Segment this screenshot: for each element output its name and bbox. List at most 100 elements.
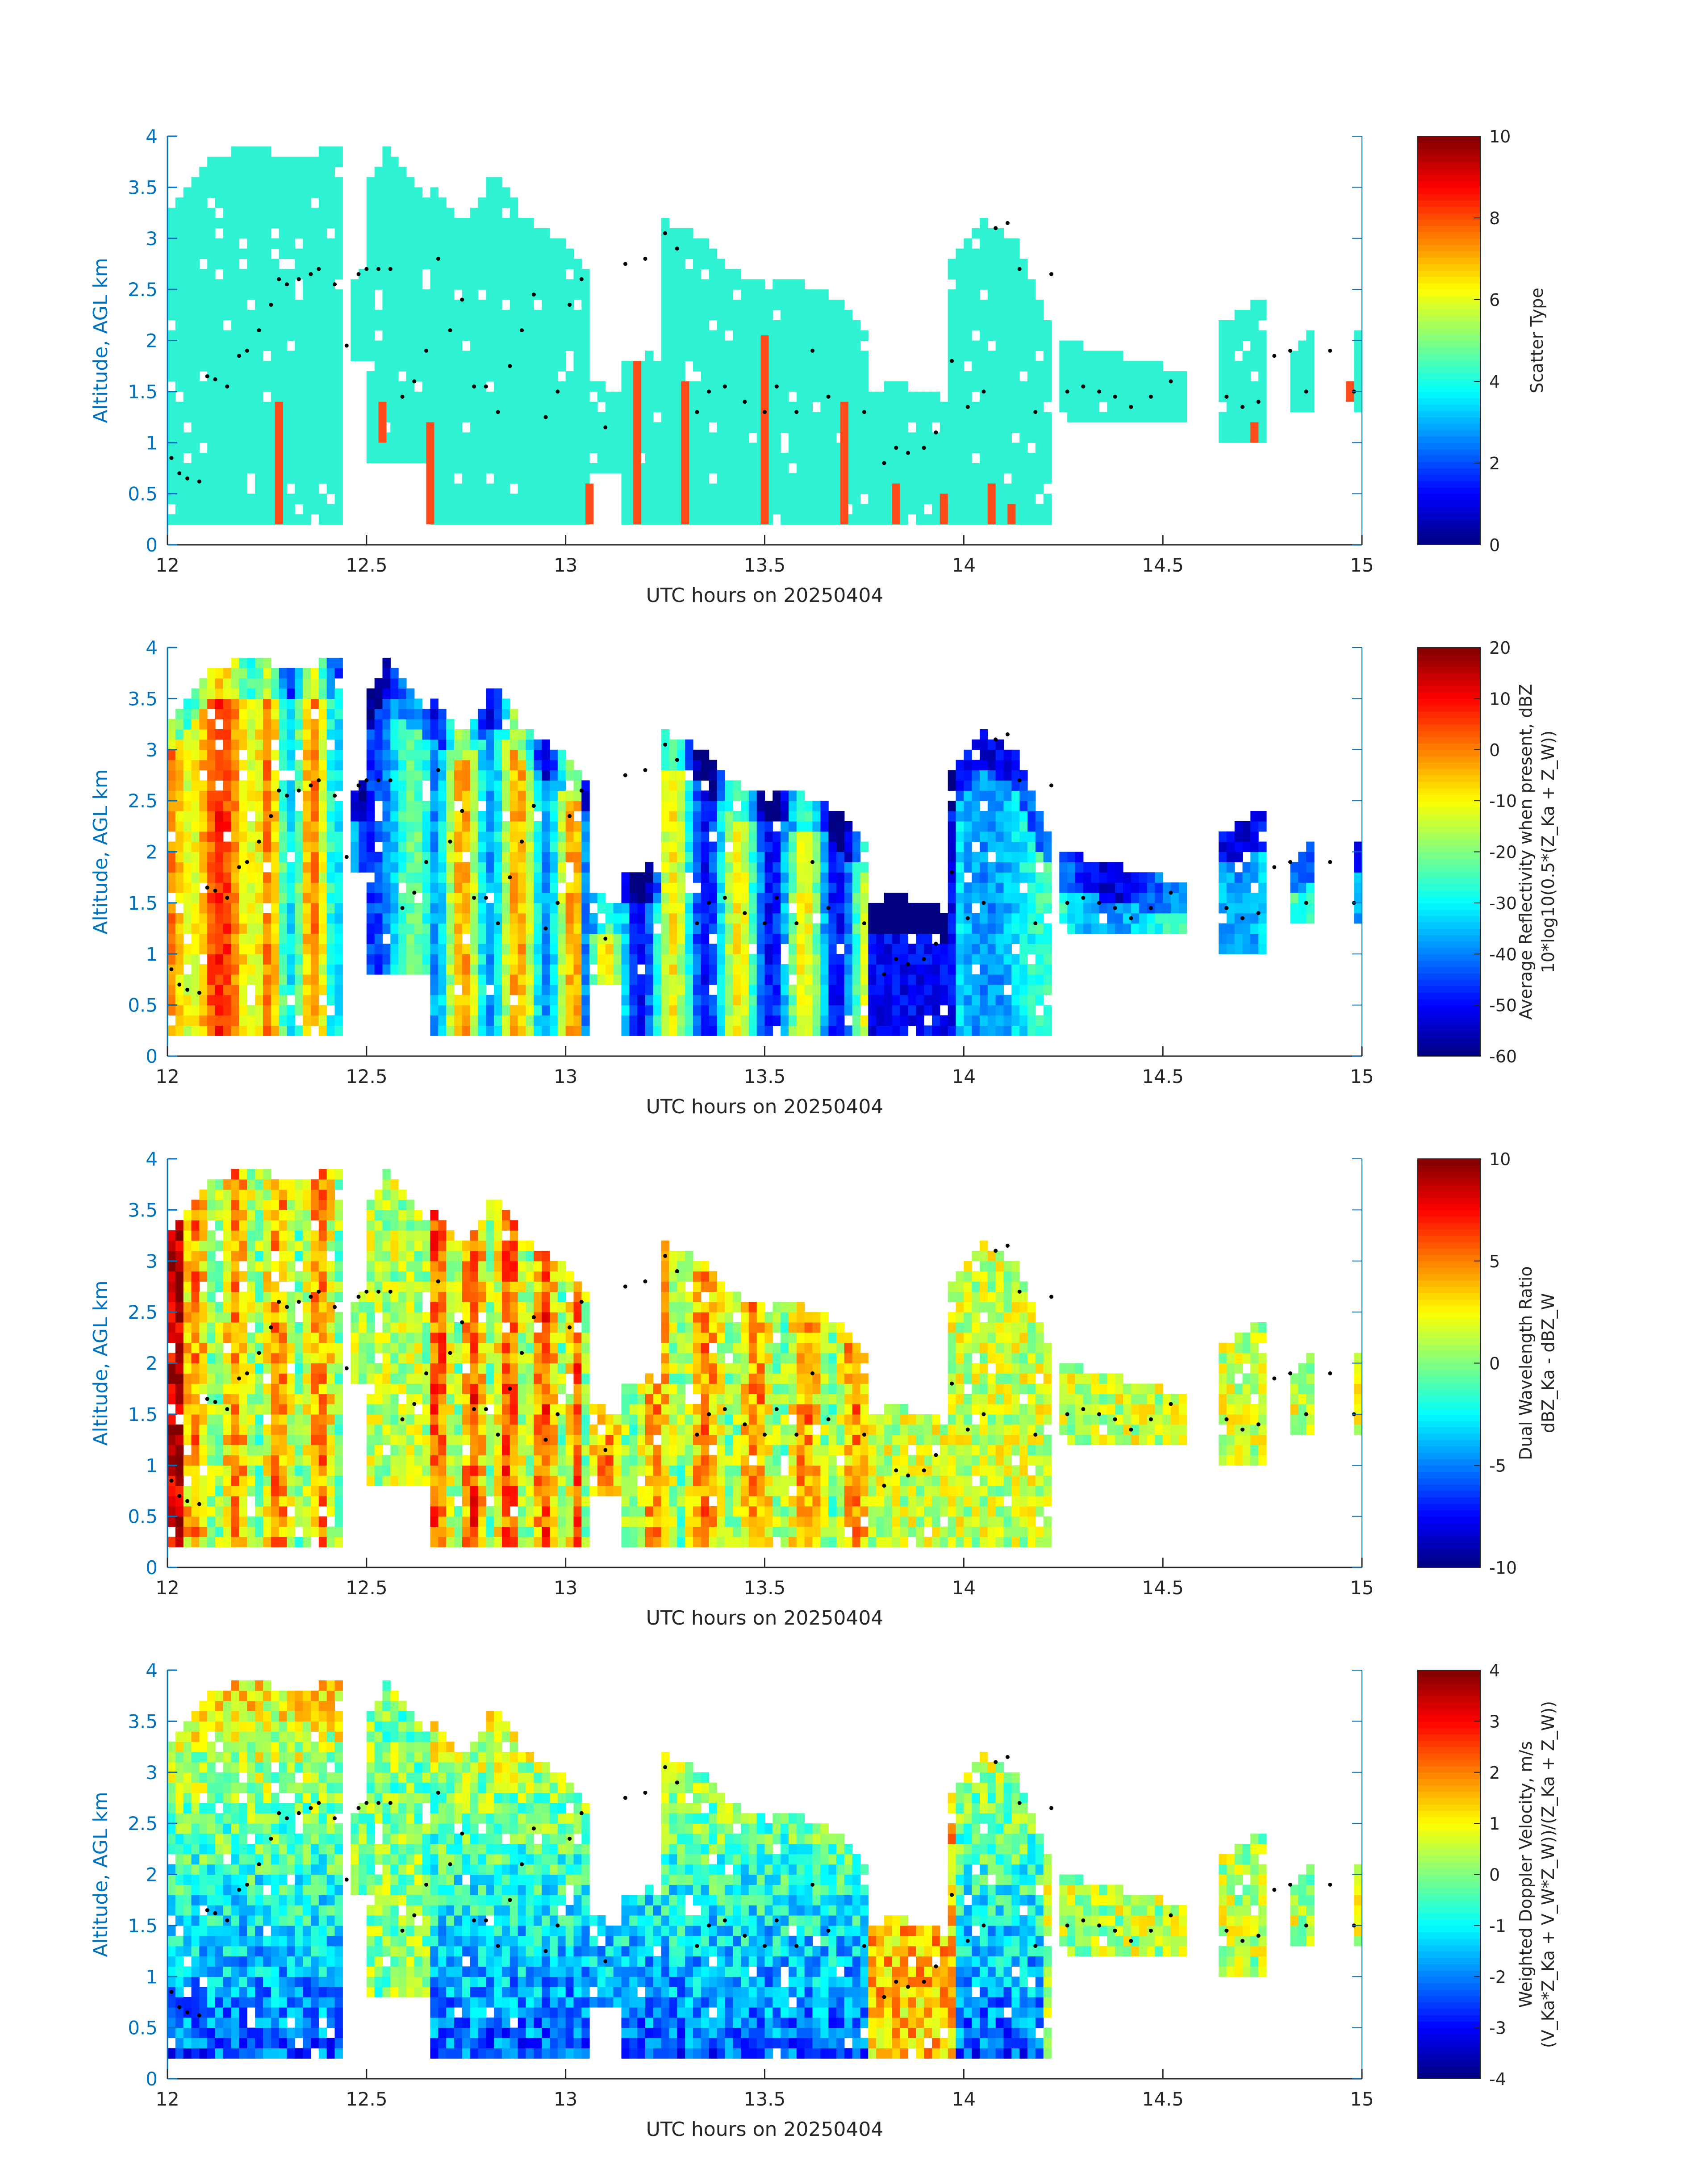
heatmap-cell (581, 300, 590, 310)
heatmap-cell (796, 351, 805, 361)
heatmap-cell (231, 780, 240, 791)
heatmap-cell (167, 903, 176, 914)
heatmap-cell (326, 422, 335, 433)
heatmap-cell (191, 903, 200, 914)
heatmap-cell (239, 729, 247, 740)
heatmap-cell (183, 749, 192, 760)
heatmap-cell (470, 780, 479, 791)
heatmap-cell (534, 831, 542, 842)
heatmap-cell (557, 841, 566, 852)
heatmap-cell (653, 361, 662, 372)
heatmap-cell (279, 831, 288, 842)
heatmap-cell (438, 514, 447, 525)
heatmap-cell (478, 300, 486, 310)
heatmap-cell (677, 933, 685, 944)
heatmap-cell (215, 831, 224, 842)
heatmap-cell (175, 852, 184, 862)
heatmap-cell (247, 187, 255, 198)
heatmap-cell (406, 964, 415, 975)
heatmap-cell (565, 801, 574, 811)
heatmap-cell (932, 443, 940, 453)
heatmap-cell (470, 279, 479, 290)
heatmap-cell (621, 483, 630, 494)
heatmap-cell (199, 913, 208, 924)
heatmap-cell (231, 1005, 240, 1016)
heatmap-cell (263, 790, 271, 801)
heatmap-cell (1027, 391, 1036, 402)
heatmap-cell (390, 944, 399, 954)
heatmap-cell (972, 504, 980, 514)
heatmap-cell (526, 1025, 534, 1036)
heatmap-cell (454, 483, 463, 494)
heatmap-cell (199, 719, 208, 730)
heatmap-cell (462, 238, 471, 249)
heatmap-cell (326, 893, 335, 903)
colorbar-swatch (1418, 474, 1480, 481)
heatmap-cell (398, 872, 407, 883)
heatmap-cell (1178, 371, 1187, 382)
heatmap-cell (581, 361, 590, 372)
heatmap-cell (621, 432, 630, 443)
heatmap-cell (868, 473, 877, 484)
heatmap-cell (1250, 401, 1259, 413)
heatmap-cell (303, 760, 311, 771)
heatmap-cell (430, 801, 438, 811)
heatmap-cell (526, 790, 534, 801)
heatmap-cell (980, 463, 988, 474)
heatmap-cell (255, 872, 263, 883)
heatmap-cell (789, 443, 797, 453)
heatmap-cell (542, 300, 550, 310)
x-tick-label: 12.5 (346, 554, 388, 576)
heatmap-cell (311, 300, 319, 310)
heatmap-cell (733, 422, 741, 433)
heatmap-cell (478, 719, 486, 730)
heatmap-cell (693, 944, 702, 954)
heatmap-cell (980, 371, 988, 382)
heatmap-cell (1059, 340, 1068, 351)
heatmap-cell (207, 187, 216, 198)
heatmap-cell (741, 412, 749, 423)
heatmap-cell (534, 391, 542, 402)
heatmap-cell (669, 913, 677, 924)
heatmap-cell (279, 903, 288, 914)
heatmap-cell (1035, 504, 1044, 514)
heatmap-cell (183, 770, 192, 781)
heatmap-cell (231, 790, 240, 801)
heatmap-cell (215, 330, 224, 341)
heatmap-cell (247, 289, 255, 300)
heatmap-cell (326, 923, 335, 934)
heatmap-cell (311, 422, 319, 433)
heatmap-cell (215, 320, 224, 331)
heatmap-cell (303, 309, 311, 321)
heatmap-cell (733, 443, 741, 453)
heatmap-cell (741, 463, 749, 474)
heatmap-cell (255, 984, 263, 995)
heatmap-cell (295, 208, 303, 218)
heatmap-cell (494, 780, 502, 791)
heatmap-cell (494, 749, 502, 760)
heatmap-cell (454, 228, 463, 239)
heatmap-cell (215, 893, 224, 903)
heatmap-cell (454, 300, 463, 310)
heatmap-cell (1011, 279, 1020, 290)
heatmap-cell (948, 473, 956, 484)
heatmap-cell (1107, 371, 1115, 382)
heatmap-cell (263, 760, 271, 771)
heatmap-cell (565, 852, 574, 862)
heatmap-cell (303, 688, 311, 699)
heatmap-cell (509, 760, 518, 771)
heatmap-cell (550, 841, 558, 852)
heatmap-cell (271, 811, 280, 822)
heatmap-cell (334, 668, 343, 679)
heatmap-cell (1147, 412, 1155, 423)
heatmap-cell (334, 739, 343, 750)
heatmap-cell (311, 340, 319, 351)
heatmap-cell (359, 330, 367, 341)
heatmap-cell (438, 729, 447, 740)
heatmap-cell (693, 248, 702, 259)
heatmap-cell (183, 994, 192, 1006)
heatmap-cell (223, 340, 232, 351)
heatmap-cell (470, 320, 479, 331)
heatmap-cell (987, 320, 996, 331)
heatmap-cell (542, 801, 550, 811)
